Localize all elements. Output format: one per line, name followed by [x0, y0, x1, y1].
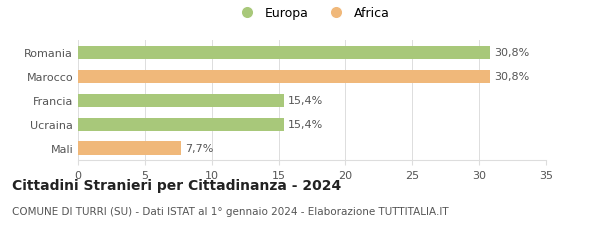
- Text: 15,4%: 15,4%: [288, 120, 323, 130]
- Text: 7,7%: 7,7%: [185, 143, 214, 153]
- Text: COMUNE DI TURRI (SU) - Dati ISTAT al 1° gennaio 2024 - Elaborazione TUTTITALIA.I: COMUNE DI TURRI (SU) - Dati ISTAT al 1° …: [12, 206, 449, 216]
- Legend: Europa, Africa: Europa, Africa: [230, 2, 394, 25]
- Bar: [78, 71, 490, 84]
- Bar: [78, 47, 490, 60]
- Bar: [78, 118, 284, 131]
- Bar: [78, 142, 181, 155]
- Bar: [78, 94, 284, 107]
- Text: 15,4%: 15,4%: [288, 96, 323, 106]
- Text: 30,8%: 30,8%: [494, 72, 529, 82]
- Text: Cittadini Stranieri per Cittadinanza - 2024: Cittadini Stranieri per Cittadinanza - 2…: [12, 179, 341, 193]
- Text: 30,8%: 30,8%: [494, 48, 529, 58]
